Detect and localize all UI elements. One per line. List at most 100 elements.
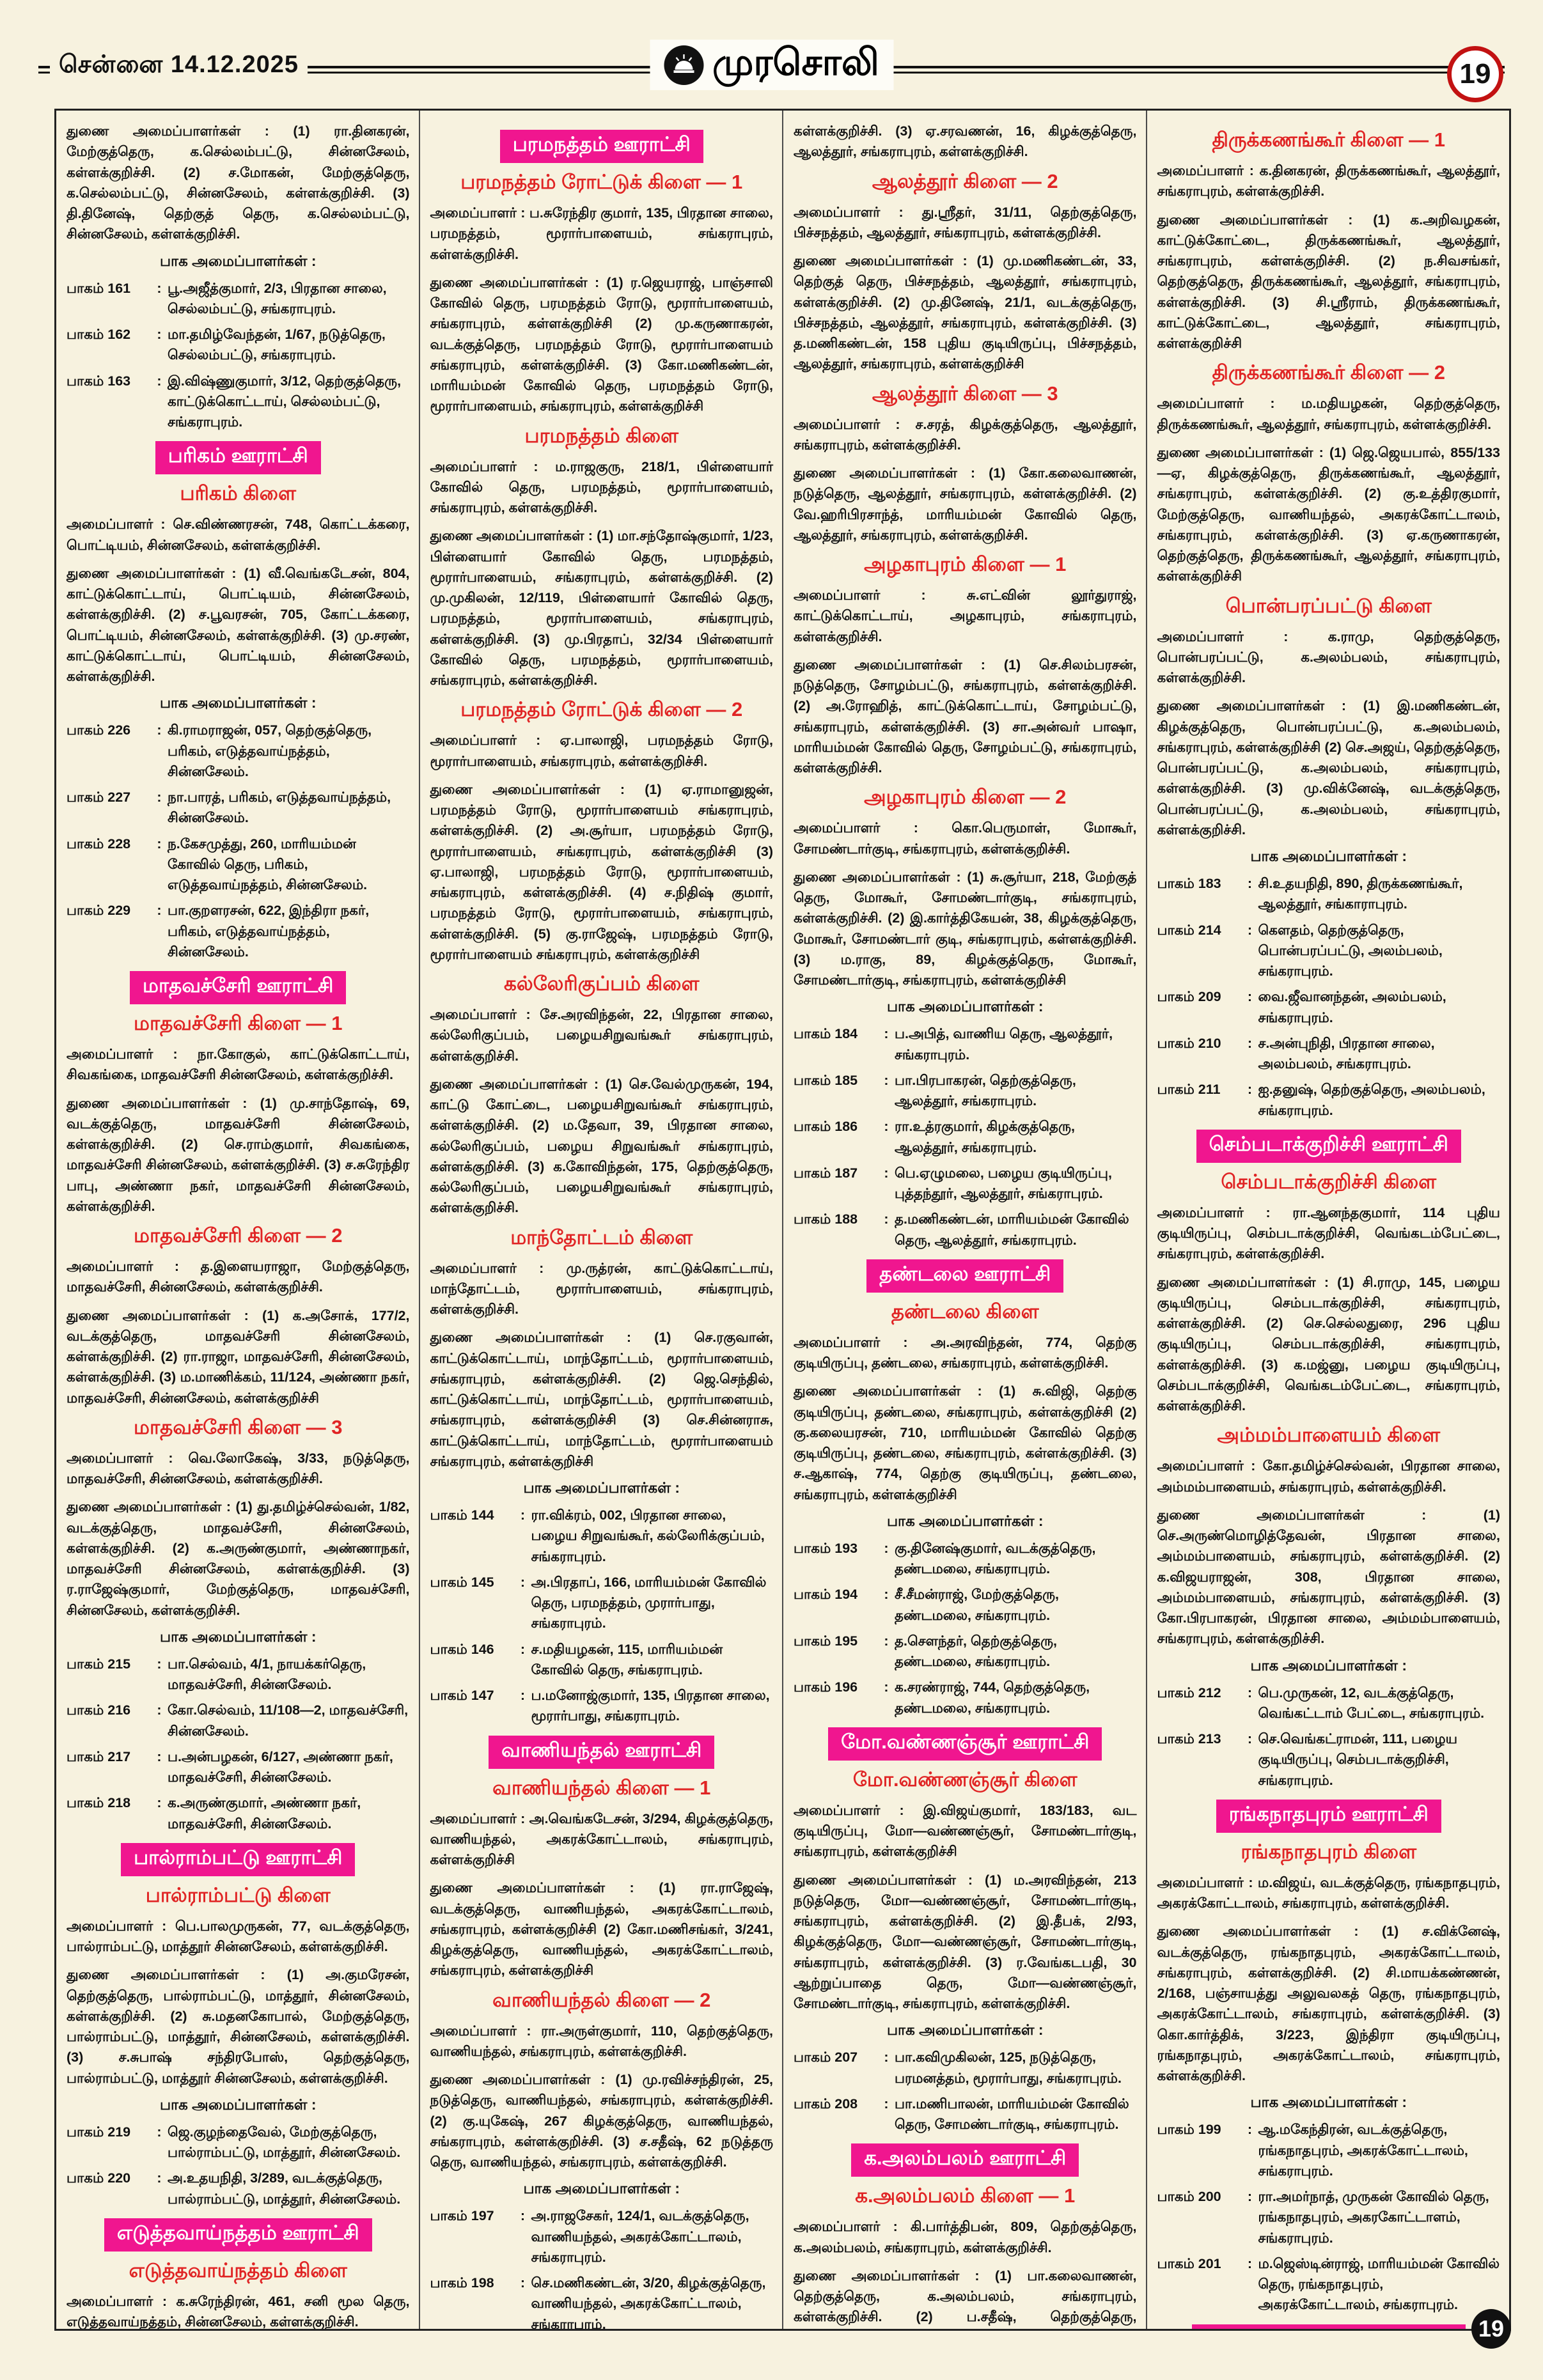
paragraph-text: : செ.விண்ணரசன், 748, கொட்டக்கரை, பொட்டிய… bbox=[67, 517, 410, 553]
part-number: பாகம் 188 bbox=[794, 1211, 858, 1227]
part-organizers-heading: பாக அமைப்பாளர்கள் : bbox=[159, 694, 317, 712]
paragraph-label: அமைப்பாளர் bbox=[430, 1007, 526, 1022]
part-text: மா.தமிழ்வேந்தன், 1/67, நடுத்தெரு, செல்லம… bbox=[168, 327, 386, 363]
part-text: க.அருண்குமார், அண்ணா நகர், மாதவச்சேரி, ச… bbox=[168, 1795, 361, 1832]
part-number: பாகம் 186 bbox=[794, 1119, 858, 1135]
paragraph-text: : நா.கோகுல், காட்டுக்கொட்டாய், சிவகங்கை,… bbox=[67, 1046, 410, 1083]
kilai-header: க.அலம்பலம் கிளை — 1 bbox=[855, 2184, 1076, 2207]
urachi-header-label: ரங்கநாதபுரம் ஊராட்சி bbox=[1216, 1799, 1441, 1833]
paragraph-text: : (1) து.தமிழ்ச்செல்வன், 1/82, வடக்குத்த… bbox=[67, 1499, 410, 1618]
paragraph-label: துணை அமைப்பாளர்கள் bbox=[67, 1499, 226, 1515]
part-text: ம.ஜெஸ்டின்ராஜ், மாரியம்மன் கோவில் தெரு, … bbox=[1258, 2255, 1500, 2313]
paragraph-text: : பெ.பாலமுருகன், 77, வடக்குத்தெரு, பால்ர… bbox=[67, 1918, 410, 1954]
part-text: ச.அன்புநிதி, பிரதான சாலை, அலம்பலம், சங்க… bbox=[1258, 1035, 1435, 1071]
deputy-organizers-paragraph: துணை அமைப்பாளர்கள் : (1) இ.மணிகண்டன், கி… bbox=[1157, 696, 1501, 840]
part-text: ச.மதியழகன், 115, மாரியம்மன் கோவில் தெரு,… bbox=[531, 1641, 723, 1677]
paragraph-text: : (1) அ.குமரேசன், தெற்குத்தெரு, பால்ராம்… bbox=[67, 1967, 410, 2086]
part-number: பாகம் 196 bbox=[794, 1679, 858, 1695]
part-text: வை.ஜீவானந்தன், அலம்பலம், சங்கராபுரம். bbox=[1258, 989, 1446, 1025]
part-colon: : bbox=[1247, 2255, 1253, 2271]
paragraph-text: : ஏ.பாலாஜி, பரமநத்தம் ரோடு, மூரார்பாளையம… bbox=[430, 733, 774, 769]
paragraph-text: : ரா.ஆனந்தகுமார், 114 புதிய குடியிருப்பு… bbox=[1157, 1204, 1501, 1262]
part-colon: : bbox=[1247, 1731, 1253, 1746]
part-row: பாகம் 201: ம.ஜெஸ்டின்ராஜ், மாரியம்மன் கோவ… bbox=[1157, 2253, 1501, 2315]
part-text: கௌதம், தெற்குத்தெரு, பொன்பரப்பட்டு, அலம்… bbox=[1258, 922, 1443, 979]
paragraph-label: துணை அமைப்பாளர்கள் bbox=[794, 657, 981, 673]
paragraph-text: : (1) பா.கலைவாணன், தெற்குத்தெரு, க.அலம்ப… bbox=[794, 2267, 1137, 2325]
part-text: இ.விஷ்ணுகுமார், 3/12, தெற்குத்தெரு, காட்… bbox=[168, 373, 402, 430]
paragraph-text: : கொ.பெருமாள், மோகூர், சோமண்டார்குடி, சங… bbox=[794, 820, 1137, 857]
paragraph-label: துணை அமைப்பாளர்கள் bbox=[67, 565, 232, 581]
part-colon: : bbox=[884, 1165, 889, 1181]
part-text: பெ.முருகன், 12, வடக்குத்தெரு, வெங்கட்டாம… bbox=[1258, 1684, 1485, 1721]
part-text: பா.செல்வம், 4/1, நாயக்கர்தெரு, மாதவச்சேர… bbox=[168, 1656, 366, 1692]
organizer-paragraph: அமைப்பாளர் : க.தினகரன், திருக்கணங்கூர், … bbox=[1157, 160, 1501, 202]
part-number: பாகம் 193 bbox=[794, 1540, 858, 1556]
part-organizers-heading: பாக அமைப்பாளர்கள் : bbox=[523, 1479, 680, 1496]
part-text: நா.பாரத், பரிகம், எடுத்தவாய்நத்தம், சின்… bbox=[168, 789, 391, 826]
part-row: பாகம் 196: க.சரண்ராஜ், 744, தெற்குத்தெரு,… bbox=[794, 1677, 1137, 1718]
organizer-paragraph: அமைப்பாளர் : இ.விஜய்குமார், 183/183, வட … bbox=[794, 1800, 1137, 1862]
paragraph-text: : (1) ரா.தினகரன், மேற்குத்தெரு, க.செல்லம… bbox=[67, 123, 410, 242]
paragraph-text: : (1) க.அறிவழகன், காட்டுக்கோட்டை, திருக்… bbox=[1157, 212, 1501, 352]
paragraph-label: அமைப்பாளர் bbox=[794, 587, 921, 603]
part-colon: : bbox=[1247, 989, 1253, 1005]
part-colon: : bbox=[520, 1507, 526, 1523]
urachi-header-label: க.அலம்பலம் ஊராட்சி bbox=[851, 2143, 1079, 2177]
part-colon: : bbox=[157, 903, 162, 919]
part-colon: : bbox=[157, 2124, 162, 2140]
part-organizers-heading: பாக அமைப்பாளர்கள் : bbox=[886, 2021, 1044, 2039]
paragraph-label: துணை அமைப்பாளர்கள் bbox=[794, 869, 957, 885]
paragraph-label: அமைப்பாளர் bbox=[794, 204, 899, 220]
deputy-organizers-paragraph: துணை அமைப்பாளர்கள் : (1) அ.குமரேசன், தெற… bbox=[67, 1964, 410, 2088]
part-text: கோ.செல்வம், 11/108—2, மாதவச்சேரி, சின்னச… bbox=[168, 1702, 409, 1739]
part-row: பாகம் 214: கௌதம், தெற்குத்தெரு, பொன்பரப்ப… bbox=[1157, 920, 1501, 982]
deputy-organizers-paragraph: துணை அமைப்பாளர்கள் : (1) மு.ரவிச்சந்திரன… bbox=[430, 2069, 774, 2172]
paragraph-label: அமைப்பாளர் bbox=[430, 1260, 540, 1276]
part-organizers-heading: பாக அமைப்பாளர்கள் : bbox=[886, 1512, 1044, 1529]
paragraph-text: : (1) ஏ.ராமானுஜன், பரமநத்தம் ரோடு, மூரார… bbox=[430, 781, 774, 962]
part-colon: : bbox=[884, 1587, 889, 1603]
part-row: பாகம் 219: ஜெ.குழந்தைவேல், மேற்குத்தெரு, … bbox=[67, 2122, 410, 2163]
part-number: பாகம் 195 bbox=[794, 1633, 858, 1649]
organizer-paragraph: அமைப்பாளர் : அ.அரவிந்தன், 774, தெற்கு கு… bbox=[794, 1332, 1137, 1374]
part-colon: : bbox=[884, 2096, 889, 2112]
part-colon: : bbox=[1247, 1082, 1253, 1098]
deputy-organizers-paragraph: துணை அமைப்பாளர்கள் : (1) மு.சாந்தோஷ், 69… bbox=[67, 1093, 410, 1217]
organizer-paragraph: அமைப்பாளர் : கொ.பெருமாள், மோகூர், சோமண்ட… bbox=[794, 818, 1137, 859]
part-organizers-heading: பாக அமைப்பாளர்கள் : bbox=[159, 252, 317, 269]
part-colon: : bbox=[884, 1679, 889, 1695]
urachi-header-label: தண்டலை ஊராட்சி bbox=[866, 1259, 1064, 1293]
paragraph-label: அமைப்பாளர் bbox=[1157, 1874, 1249, 1890]
paragraph-text: : கி.பார்த்திபன், 809, தெற்குத்தெரு, க.அ… bbox=[794, 2219, 1137, 2255]
part-row: பாகம் 145: அ.பிரதாப், 166, மாரியம்மன் கோவ… bbox=[430, 1572, 774, 1634]
part-colon: : bbox=[884, 2049, 889, 2065]
part-row: பாகம் 185: பா.பிரபாகரன், தெற்குத்தெரு, ஆல… bbox=[794, 1070, 1137, 1112]
organizer-paragraph: அமைப்பாளர் : கி.பார்த்திபன், 809, தெற்கு… bbox=[794, 2216, 1137, 2258]
part-colon: : bbox=[157, 280, 162, 296]
part-number: பாகம் 226 bbox=[67, 722, 131, 738]
paragraph-label: துணை அமைப்பாளர்கள் bbox=[430, 528, 588, 544]
part-number: பாகம் 184 bbox=[794, 1026, 858, 1042]
part-number: பாகம் 217 bbox=[67, 1748, 131, 1764]
kilai-header: எடுத்தவாய்நத்தம் கிளை bbox=[129, 2259, 347, 2282]
part-colon: : bbox=[1247, 922, 1253, 938]
paragraph-text: : க.சுரேந்திரன், 461, சனி மூல தெரு, எடுத… bbox=[67, 2293, 410, 2329]
city-date: சென்னை 14.12.2025 bbox=[50, 51, 308, 82]
paragraph-label: அமைப்பாளர் bbox=[1157, 396, 1271, 412]
paragraph-text: : (1) ரா.ராஜேஷ், வடக்குத்தெரு, வாணியந்தல… bbox=[430, 1880, 774, 1979]
urachi-header-label: மோ.வண்ணஞ்சூர் ஊராட்சி bbox=[828, 1727, 1102, 1761]
part-text: ரா.உத்ரகுமார், கிழக்குத்தெரு, ஆலத்தூர், … bbox=[895, 1119, 1075, 1155]
masthead-title: முரசொலி bbox=[712, 42, 879, 83]
part-colon: : bbox=[1247, 1684, 1253, 1700]
kilai-header: பொன்பரப்பட்டு கிளை bbox=[1225, 594, 1432, 617]
kilai-header: பரமநத்தம் ரோட்டுக் கிளை — 2 bbox=[460, 698, 743, 721]
part-row: பாகம் 215: பா.செல்வம், 4/1, நாயக்கர்தெரு,… bbox=[67, 1654, 410, 1695]
part-text: பா.மணிபாலன், மாரியம்மன் கோவில் தெரு, சோம… bbox=[895, 2096, 1129, 2132]
kilai-header: ஆலத்தூர் கிளை — 3 bbox=[872, 382, 1058, 405]
deputy-organizers-paragraph: துணை அமைப்பாளர்கள் : (1) மா.சந்தோஷ்குமார… bbox=[430, 525, 774, 690]
continuation-paragraph: கள்ளக்குறிச்சி. (3) ஏ.சரவணன், 16, கிழக்க… bbox=[794, 121, 1137, 162]
part-number: பாகம் 197 bbox=[430, 2208, 494, 2224]
part-colon: : bbox=[1247, 2122, 1253, 2138]
paragraph-label: அமைப்பாளர் bbox=[430, 458, 534, 474]
